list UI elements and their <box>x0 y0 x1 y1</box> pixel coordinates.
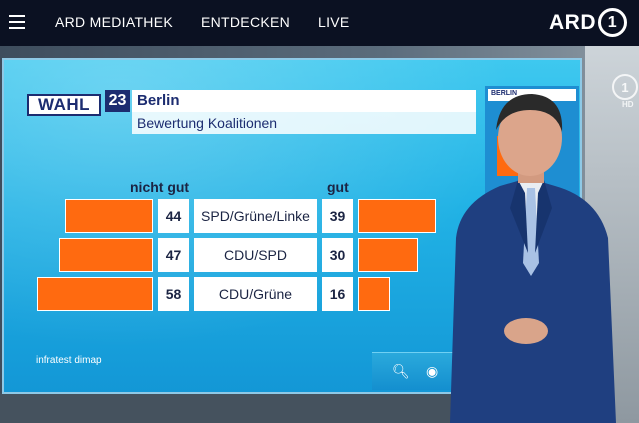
column-header-gut: gut <box>327 179 349 195</box>
value-nicht-gut: 44 <box>158 199 189 233</box>
value-gut: 16 <box>322 277 353 311</box>
bar-gut <box>358 238 418 272</box>
presenter <box>450 94 616 423</box>
bar-gut <box>358 199 436 233</box>
value-nicht-gut: 58 <box>158 277 189 311</box>
value-gut: 39 <box>322 199 353 233</box>
hd-label: HD <box>622 100 634 109</box>
record-icon[interactable]: ◉ <box>426 363 439 379</box>
ard-logo-text: ARD <box>549 10 596 34</box>
nav-mediathek[interactable]: ARD MEDIATHEK <box>55 14 173 30</box>
bar-nicht-gut <box>37 277 153 311</box>
value-nicht-gut: 47 <box>158 238 189 272</box>
bar-nicht-gut <box>65 199 153 233</box>
coalition-label: SPD/Grüne/Linke <box>194 199 317 233</box>
coalition-label: CDU/Grüne <box>194 277 317 311</box>
bar-nicht-gut <box>59 238 153 272</box>
wahl-badge: WAHL <box>27 94 101 116</box>
menu-icon[interactable] <box>9 15 25 29</box>
logo-bug-number: 1 <box>621 79 629 95</box>
nav-entdecken[interactable]: ENTDECKEN <box>201 14 291 30</box>
graphic-title: Berlin <box>132 90 476 112</box>
ard-logo[interactable]: ARD 1 <box>549 8 627 37</box>
graphic-subtitle: Bewertung Koalitionen <box>132 112 476 134</box>
bar-gut <box>358 277 390 311</box>
nav-live[interactable]: LIVE <box>318 14 350 30</box>
top-nav: ARD MEDIATHEK ENTDECKEN LIVE ARD 1 <box>0 0 639 46</box>
value-gut: 30 <box>322 238 353 272</box>
channel-logo-bug: 1 <box>612 74 638 100</box>
source-label: infratest dimap <box>36 355 102 366</box>
ard-one-icon: 1 <box>598 8 627 37</box>
column-header-nicht-gut: nicht gut <box>130 179 190 195</box>
coalition-label: CDU/SPD <box>194 238 317 272</box>
zoom-icon[interactable]: 🔍︎ <box>392 363 410 379</box>
ard-logo-number: 1 <box>607 13 618 31</box>
wahl-year: 23 <box>105 90 130 112</box>
